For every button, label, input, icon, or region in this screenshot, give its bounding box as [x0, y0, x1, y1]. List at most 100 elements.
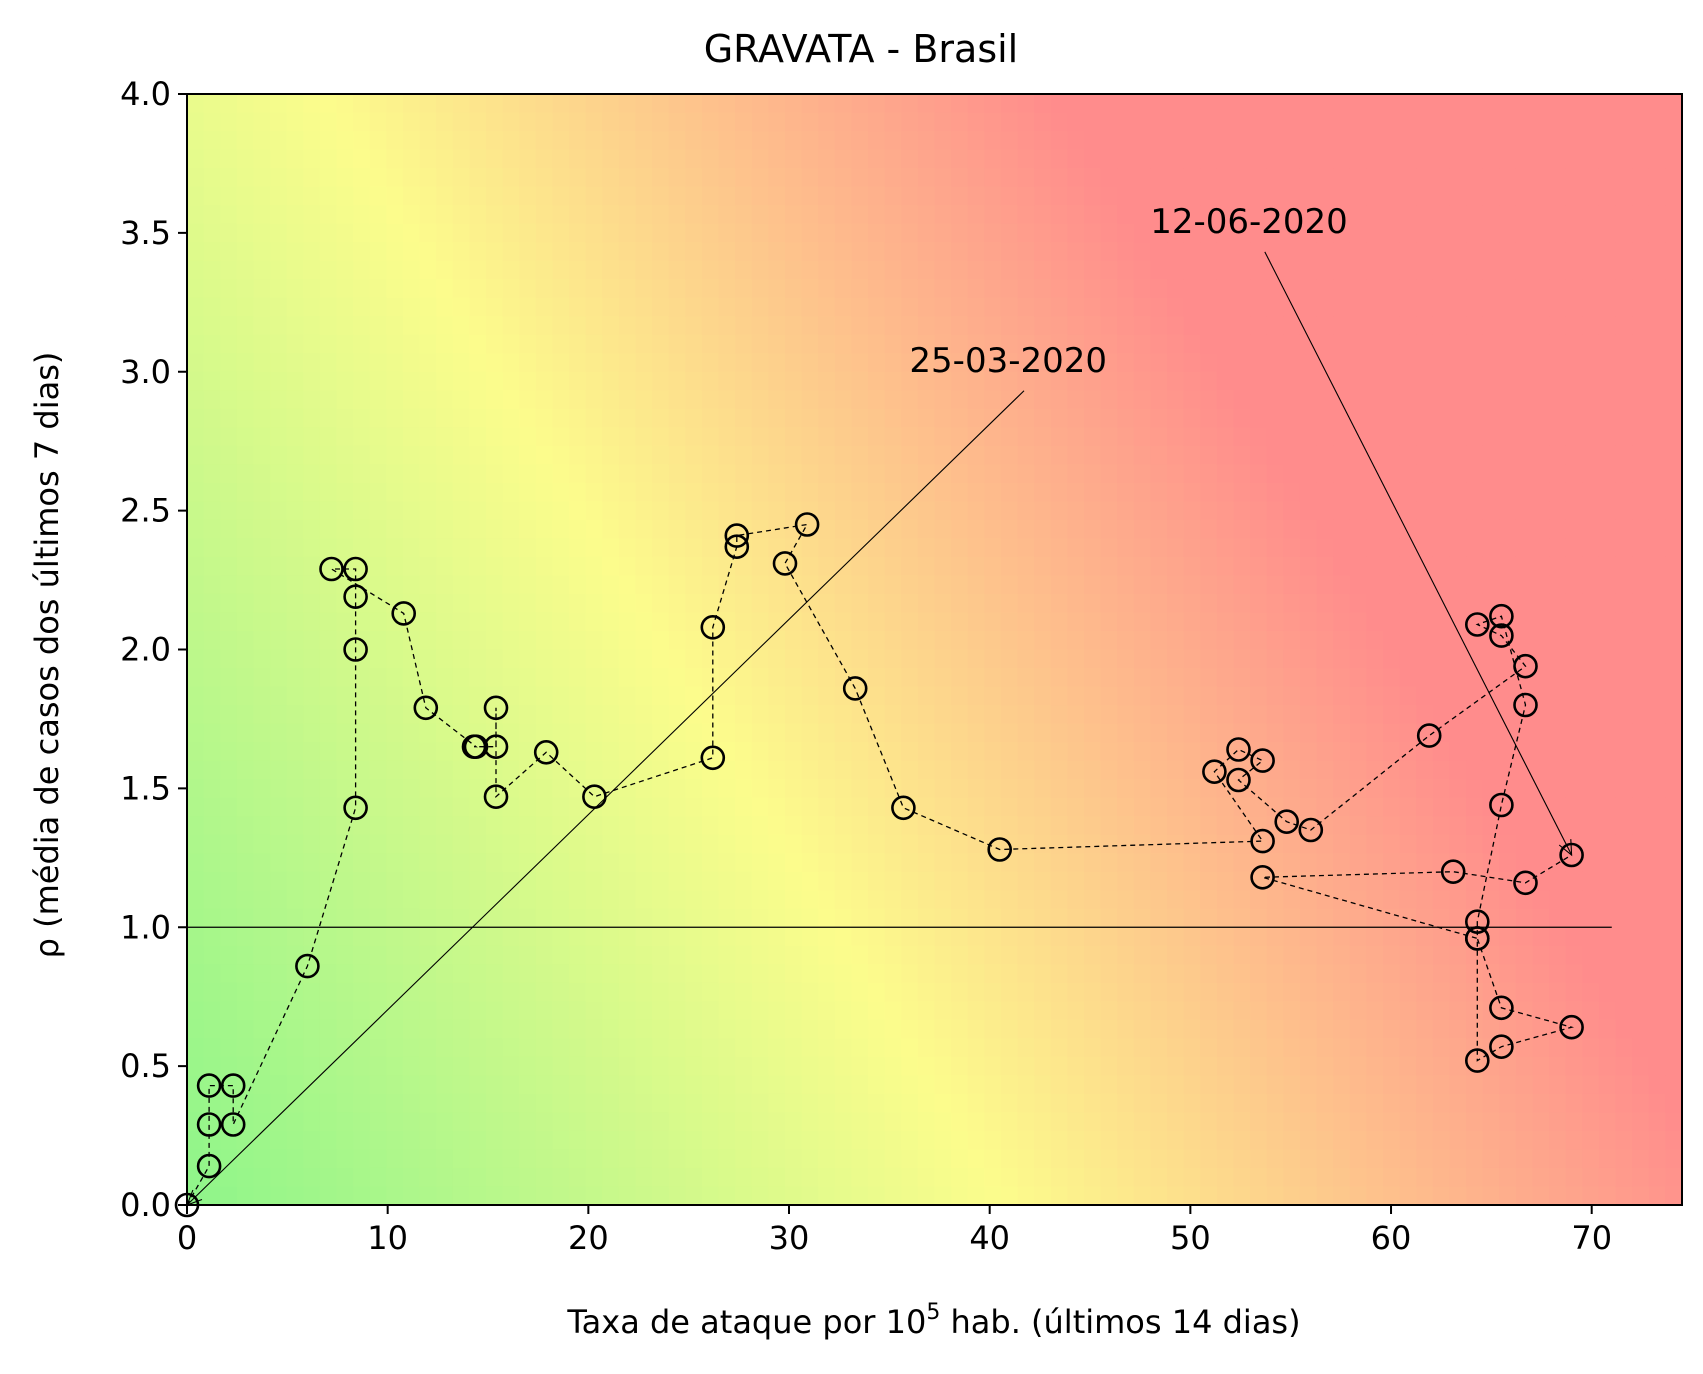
background-gradient-cell: [701, 445, 720, 466]
background-gradient-cell: [1200, 556, 1218, 577]
background-gradient-cell: [569, 853, 587, 873]
background-gradient-cell: [1233, 853, 1251, 873]
background-gradient-cell: [1067, 131, 1085, 151]
background-gradient-cell: [519, 1112, 537, 1132]
background-gradient-cell: [1183, 316, 1202, 336]
background-gradient-cell: [685, 149, 703, 169]
background-gradient-cell: [801, 945, 820, 966]
background-gradient-cell: [602, 223, 620, 243]
background-gradient-cell: [319, 371, 338, 392]
background-gradient-cell: [685, 464, 703, 484]
background-gradient-cell: [884, 482, 903, 503]
background-gradient-cell: [270, 575, 288, 595]
background-gradient-cell: [569, 260, 587, 280]
background-gradient-cell: [1316, 779, 1334, 799]
background-gradient-cell: [1150, 982, 1168, 1003]
background-gradient-cell: [1150, 964, 1168, 984]
background-gradient-cell: [187, 816, 205, 836]
background-gradient-cell: [618, 464, 637, 484]
background-gradient-cell: [1449, 630, 1467, 651]
background-gradient-cell: [834, 1167, 853, 1188]
background-gradient-cell: [751, 760, 770, 780]
background-gradient-cell: [286, 242, 305, 262]
background-gradient-cell: [1532, 186, 1550, 206]
background-gradient-cell: [402, 279, 421, 299]
background-gradient-cell: [402, 408, 421, 429]
background-gradient-cell: [286, 908, 305, 929]
background-gradient-cell: [967, 908, 986, 929]
background-gradient-cell: [685, 908, 703, 929]
background-gradient-cell: [1084, 1093, 1102, 1114]
background-gradient-cell: [1499, 575, 1517, 595]
background-gradient-cell: [1100, 964, 1119, 984]
background-gradient-cell: [1250, 445, 1268, 466]
background-gradient-cell: [901, 112, 919, 132]
background-gradient-cell: [452, 353, 471, 373]
background-gradient-cell: [402, 1038, 421, 1058]
background-gradient-cell: [635, 482, 653, 503]
background-gradient-cell: [1515, 593, 1534, 614]
background-gradient-cell: [1449, 1001, 1467, 1021]
background-gradient-cell: [286, 723, 305, 743]
background-gradient-cell: [868, 334, 886, 355]
background-gradient-cell: [868, 242, 886, 262]
background-gradient-cell: [1216, 1130, 1235, 1151]
background-gradient-cell: [1333, 982, 1351, 1003]
background-gradient-cell: [1449, 223, 1467, 243]
background-gradient-cell: [834, 1056, 853, 1077]
background-gradient-cell: [552, 575, 570, 595]
background-gradient-cell: [1466, 964, 1484, 984]
background-gradient-cell: [386, 260, 404, 280]
background-gradient-cell: [552, 908, 570, 929]
background-gradient-cell: [652, 1019, 670, 1040]
background-gradient-cell: [1399, 1056, 1418, 1077]
background-gradient-cell: [303, 982, 321, 1003]
background-gradient-cell: [668, 964, 687, 984]
background-gradient-cell: [402, 945, 421, 966]
background-gradient-cell: [386, 908, 404, 929]
background-gradient-cell: [419, 390, 437, 410]
background-gradient-cell: [735, 1075, 753, 1095]
background-gradient-cell: [286, 464, 305, 484]
background-gradient-cell: [1183, 779, 1202, 799]
background-gradient-cell: [1250, 205, 1268, 225]
background-gradient-cell: [635, 260, 653, 280]
background-gradient-cell: [220, 723, 238, 743]
background-gradient-cell: [868, 705, 886, 725]
background-gradient-cell: [220, 686, 238, 706]
background-gradient-cell: [519, 1149, 537, 1169]
background-gradient-cell: [1316, 742, 1334, 762]
background-gradient-cell: [901, 371, 919, 392]
background-gradient-cell: [1200, 112, 1218, 132]
background-gradient-cell: [1133, 779, 1152, 799]
background-gradient-cell: [1549, 205, 1567, 225]
background-gradient-cell: [1399, 482, 1418, 503]
background-gradient-cell: [1216, 593, 1235, 614]
background-gradient-cell: [369, 445, 388, 466]
background-gradient-cell: [1366, 630, 1384, 651]
background-gradient-cell: [1017, 390, 1035, 410]
background-gradient-cell: [1466, 649, 1484, 669]
background-gradient-cell: [1117, 834, 1135, 854]
background-gradient-cell: [1084, 816, 1102, 836]
background-gradient-cell: [353, 945, 371, 966]
background-gradient-cell: [668, 1019, 687, 1040]
background-gradient-cell: [668, 982, 687, 1003]
background-gradient-cell: [701, 797, 720, 817]
background-gradient-cell: [1349, 1186, 1368, 1205]
background-gradient-cell: [618, 871, 637, 892]
background-gradient-cell: [336, 816, 354, 836]
background-gradient-cell: [1167, 1075, 1185, 1095]
background-gradient-cell: [701, 1075, 720, 1095]
background-gradient-cell: [236, 316, 255, 336]
background-gradient-cell: [452, 279, 471, 299]
background-gradient-cell: [1316, 519, 1334, 540]
background-gradient-cell: [917, 408, 936, 429]
background-gradient-cell: [1100, 371, 1119, 392]
background-gradient-cell: [1150, 1112, 1168, 1132]
background-gradient-cell: [303, 871, 321, 892]
background-gradient-cell: [1549, 1093, 1567, 1114]
background-gradient-cell: [1000, 353, 1019, 373]
background-gradient-cell: [1549, 1075, 1567, 1095]
background-gradient-cell: [967, 1019, 986, 1040]
